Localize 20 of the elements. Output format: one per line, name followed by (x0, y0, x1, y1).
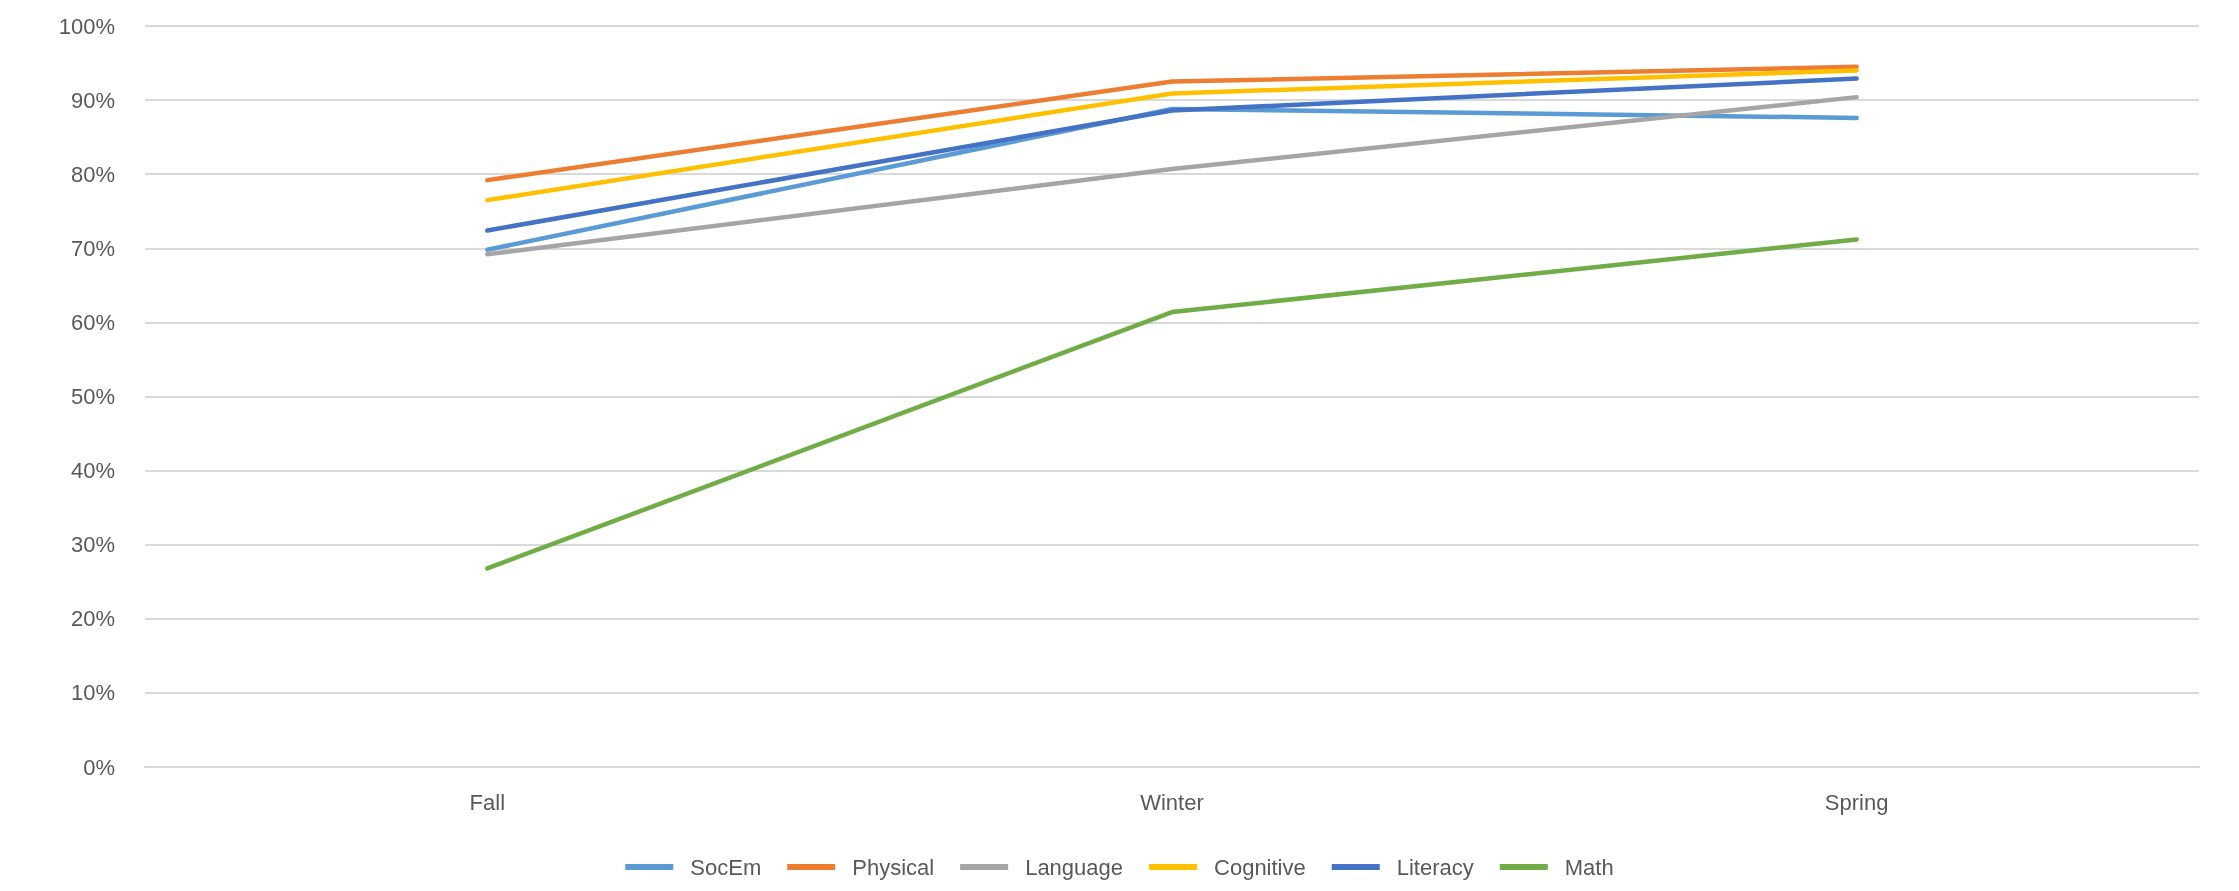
legend-label: Math (1564, 854, 1614, 880)
y-tick-label: 0% (83, 754, 115, 780)
x-tick-label: Fall (469, 789, 506, 815)
y-tick-label: 80% (70, 161, 115, 187)
x-tick-label: Spring (1824, 789, 1889, 815)
y-tick-label: 90% (70, 87, 115, 113)
legend-label: Physical (852, 854, 935, 880)
y-tick-label: 50% (70, 384, 115, 409)
y-tick-label: 40% (70, 458, 115, 484)
y-tick-label: 20% (70, 606, 115, 632)
y-tick-label: 30% (70, 532, 115, 558)
legend-label: Language (1025, 854, 1124, 880)
y-tick-label: 10% (70, 680, 115, 706)
y-tick-label: 70% (70, 235, 115, 261)
x-tick-label: Winter (1140, 789, 1204, 815)
legend-label: SocEm (690, 854, 762, 880)
legend-label: Literacy (1396, 854, 1474, 880)
y-tick-label: 60% (70, 309, 115, 335)
legend-label: Cognitive (1214, 854, 1306, 880)
y-tick-label: 100% (58, 13, 115, 39)
